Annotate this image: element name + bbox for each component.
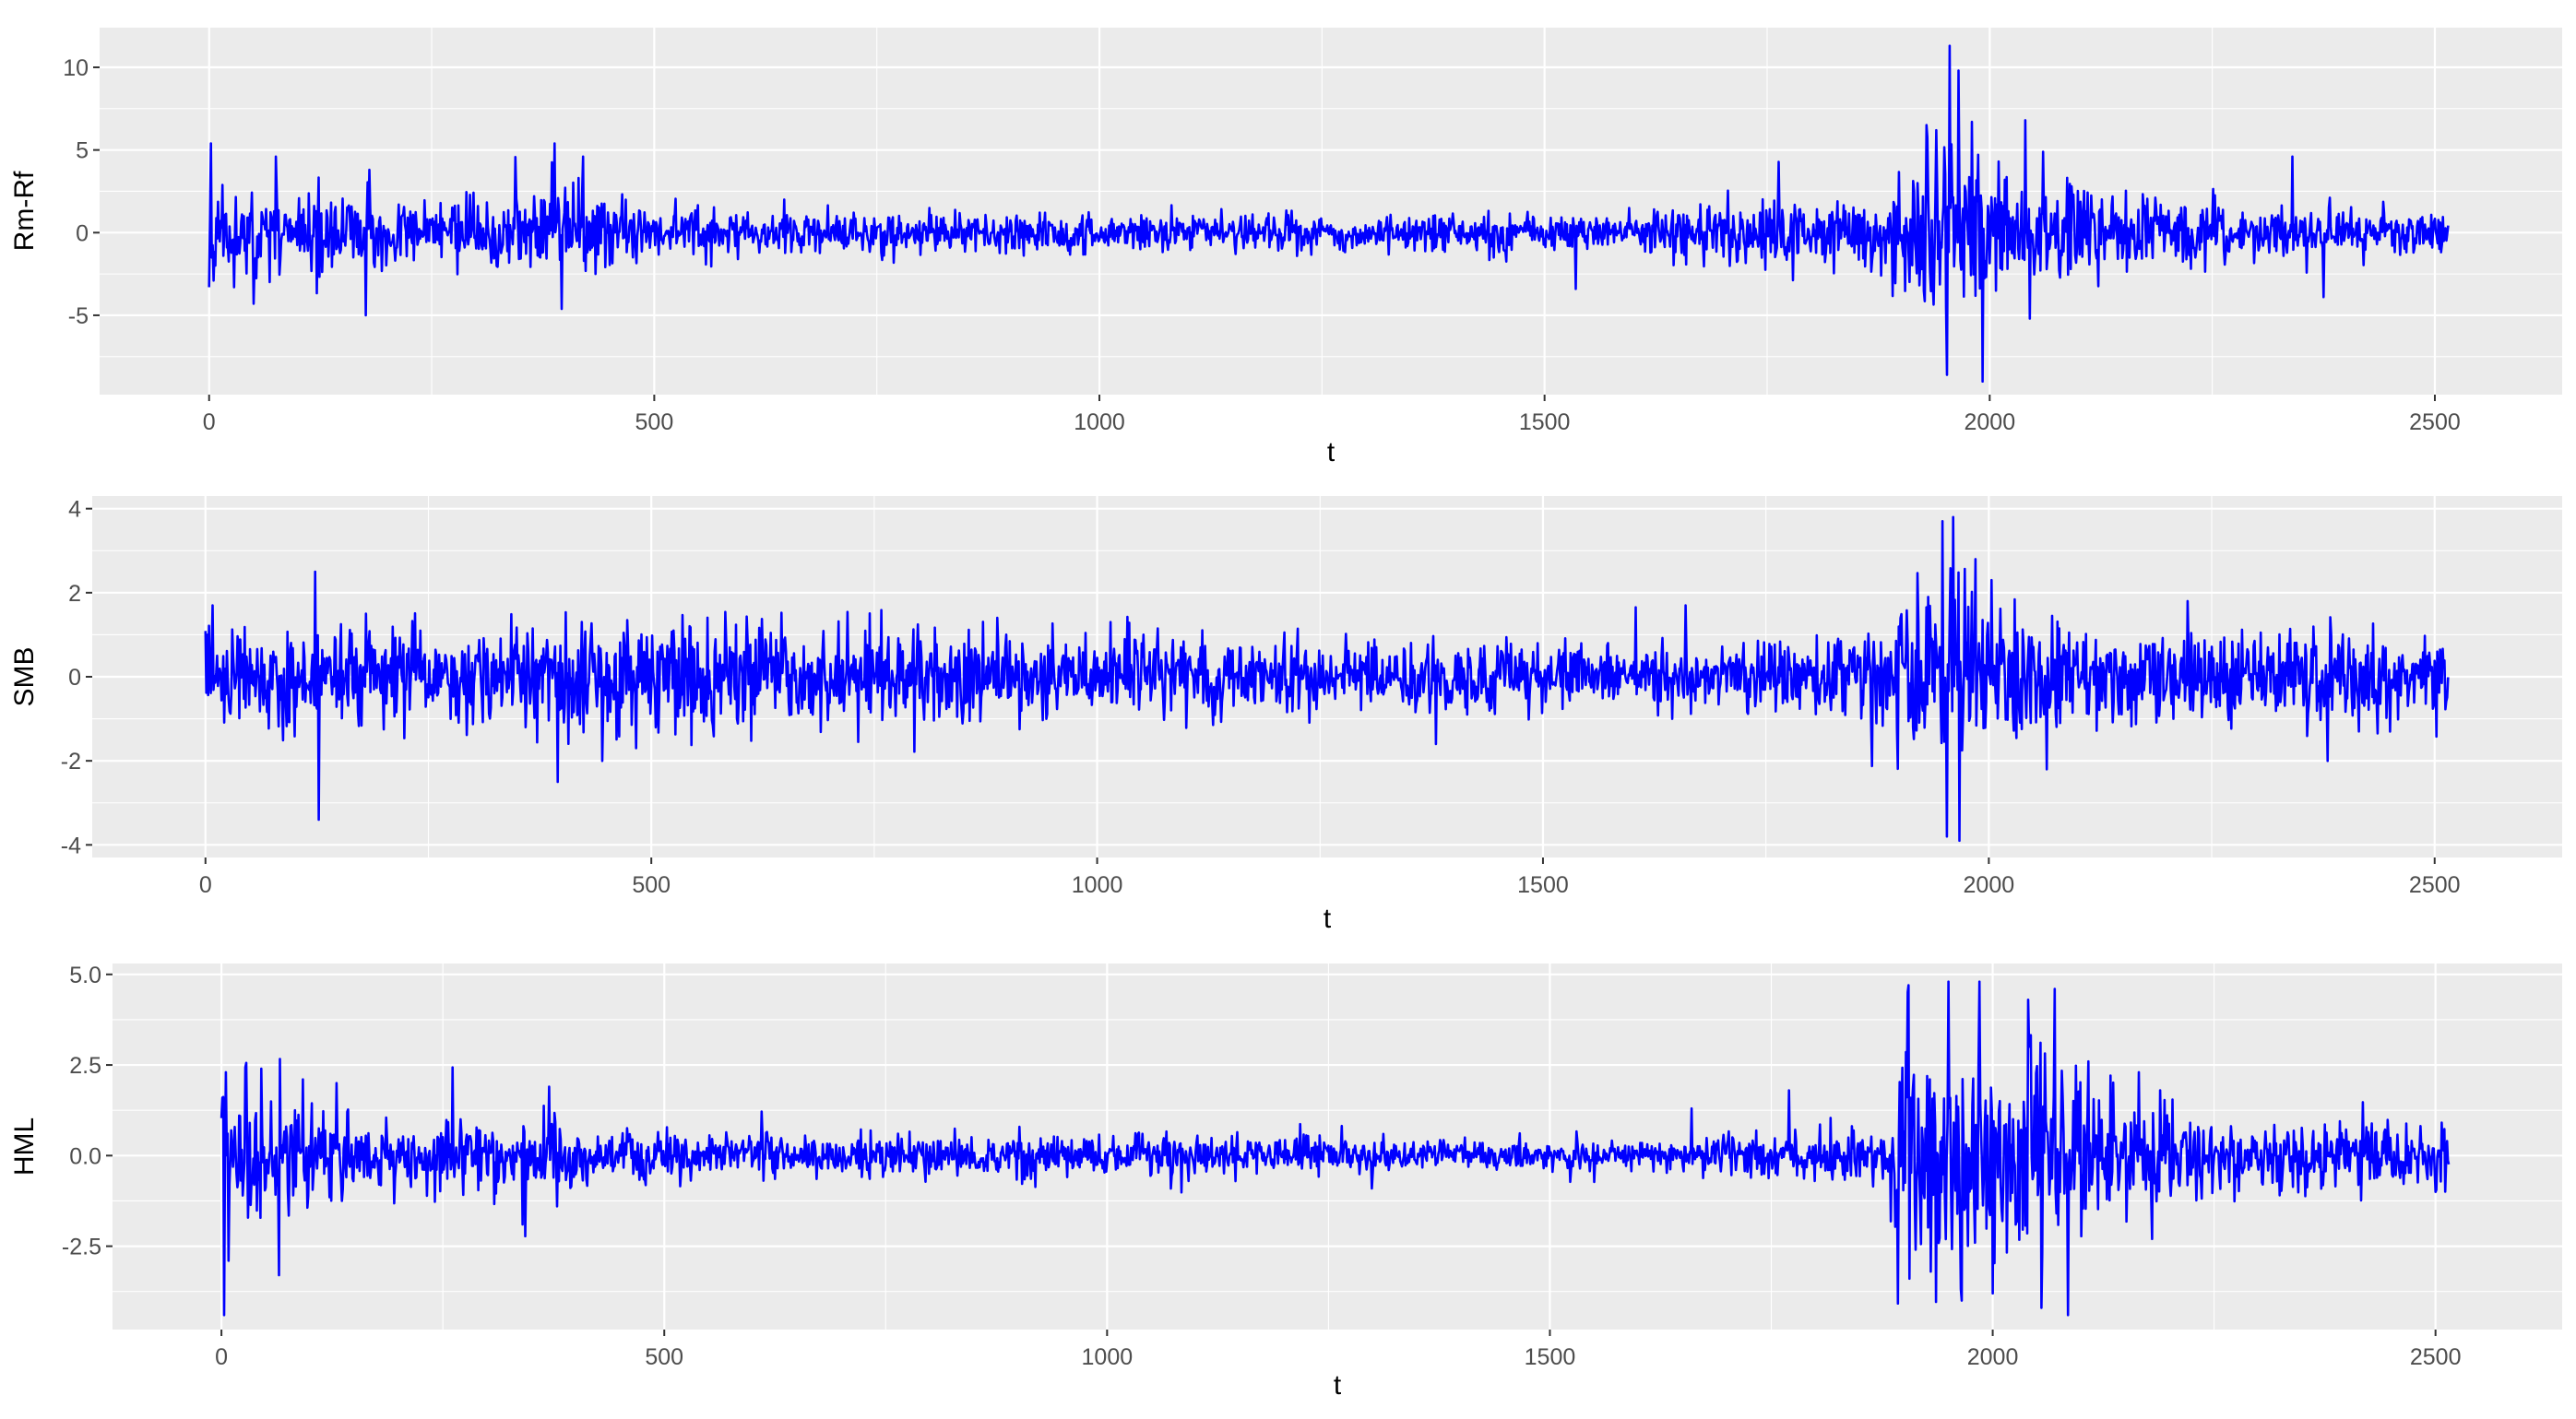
x-axis: 0 500 1000 1500 2000 2500 (203, 395, 2461, 435)
y-tick-label: -2 (61, 749, 81, 775)
chart-panel-3: 0 500 1000 1500 2000 2500 -2.5 0.0 2.5 5.0 t HML (9, 963, 2562, 1401)
y-axis: -5 0 5 10 (63, 55, 100, 329)
x-tick-label: 2000 (1965, 409, 2016, 435)
series-line-rm-rf (208, 44, 2450, 384)
y-tick-label: 5.0 (69, 963, 101, 988)
x-tick-label: 2000 (1964, 872, 2015, 898)
x-tick-label: 1500 (1525, 1344, 1576, 1370)
y-tick-label: 10 (63, 55, 89, 81)
x-axis-title: t (1324, 904, 1332, 934)
y-tick-label: 0 (68, 665, 81, 691)
y-tick-label: 2.5 (69, 1053, 101, 1079)
x-tick-label: 0 (215, 1344, 228, 1370)
minor-gridlines (92, 496, 2562, 857)
y-axis-title: HML (9, 1117, 40, 1176)
plot-background (100, 28, 2562, 395)
y-tick-label: 2 (68, 581, 81, 607)
x-tick-label: 1500 (1519, 409, 1571, 435)
x-tick-label: 2500 (2409, 409, 2461, 435)
x-tick-label: 1500 (1517, 872, 1569, 898)
minor-gridlines (113, 964, 2562, 1330)
y-axis: -2.5 0.0 2.5 5.0 (62, 963, 113, 1260)
x-axis: 0 500 1000 1500 2000 2500 (199, 857, 2461, 898)
minor-gridlines (100, 28, 2562, 395)
y-tick-label: 0.0 (69, 1143, 101, 1169)
y-axis-title: SMB (9, 646, 40, 706)
y-tick-label: -5 (68, 303, 89, 329)
x-tick-label: 1000 (1074, 409, 1125, 435)
y-tick-label: -2.5 (62, 1235, 101, 1260)
y-tick-label: 0 (76, 220, 89, 246)
x-tick-label: 500 (635, 409, 674, 435)
y-axis: -4 -2 0 2 4 (61, 497, 92, 858)
x-axis: 0 500 1000 1500 2000 2500 (215, 1330, 2461, 1370)
y-tick-label: 4 (68, 497, 81, 523)
x-tick-label: 1000 (1082, 1344, 1134, 1370)
chart-panel-2: 0 500 1000 1500 2000 2500 -4 -2 0 2 4 t SMB (9, 496, 2562, 934)
y-axis-title: Rm-Rf (9, 171, 40, 251)
x-tick-label: 2500 (2410, 1344, 2462, 1370)
y-tick-label: 5 (76, 138, 89, 164)
x-axis-title: t (1327, 437, 1335, 467)
x-tick-label: 0 (199, 872, 212, 898)
x-tick-label: 2500 (2409, 872, 2461, 898)
series-line-smb (204, 515, 2450, 843)
series-line-hml (220, 980, 2451, 1317)
x-tick-label: 1000 (1072, 872, 1123, 898)
chart-panel-1: 0 500 1000 1500 2000 2500 -5 0 5 10 t Rm-Rf (9, 28, 2562, 467)
x-tick-label: 500 (632, 872, 671, 898)
x-axis-title: t (1334, 1370, 1342, 1401)
y-tick-label: -4 (61, 833, 81, 858)
x-tick-label: 500 (645, 1344, 683, 1370)
x-tick-label: 0 (203, 409, 216, 435)
x-tick-label: 2000 (1967, 1344, 2019, 1370)
